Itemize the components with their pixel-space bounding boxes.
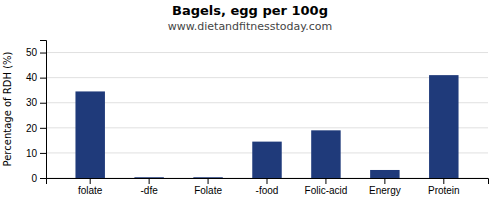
- chart-container: Bagels, egg per 100g www.dietandfitnessto…: [0, 0, 500, 200]
- x-tick: -dfe: [141, 178, 159, 196]
- y-tick: 10: [26, 148, 46, 159]
- x-tick: Folate: [194, 178, 222, 196]
- y-tick-label: 30: [26, 97, 38, 108]
- y-tick-mark: [40, 178, 46, 179]
- y-tick-mark: [40, 53, 46, 54]
- bars: [75, 75, 458, 178]
- x-tick-mark: [149, 178, 150, 184]
- y-tick-mark: [40, 153, 46, 154]
- y-tick-label: 0: [31, 173, 37, 184]
- y-axis-line: [40, 41, 47, 179]
- x-tick-mark: [267, 178, 268, 184]
- x-tick-label: Folic-acid: [305, 185, 348, 196]
- x-tick-label: Folate: [194, 185, 222, 196]
- x-tick-mark: [90, 178, 91, 184]
- y-tick: 50: [26, 47, 46, 58]
- x-axis-line: [47, 179, 489, 185]
- x-tick-label: Protein: [428, 185, 460, 196]
- grid-line: [46, 102, 488, 103]
- x-tick-label: -food: [256, 185, 279, 196]
- bar: [193, 177, 222, 178]
- y-tick-mark: [40, 128, 46, 129]
- y-axis-title: Percentage of RDH (%): [2, 51, 13, 166]
- y-tick: 30: [26, 97, 46, 108]
- bar: [75, 91, 104, 178]
- y-tick-mark: [40, 78, 46, 79]
- x-tick-mark: [325, 178, 326, 184]
- x-tick: Protein: [428, 178, 460, 196]
- chart-svg: Bagels, egg per 100g www.dietandfitnessto…: [0, 0, 500, 200]
- x-tick-mark: [384, 178, 385, 184]
- y-axis: 0 10 20 30 40 50: [26, 41, 47, 184]
- grid-line: [46, 77, 488, 78]
- y-tick-mark: [40, 103, 46, 104]
- bar: [370, 170, 399, 178]
- title: Bagels, egg per 100g: [172, 3, 328, 18]
- y-tick-label: 50: [26, 47, 38, 58]
- x-tick-mark: [443, 178, 444, 184]
- plot-area: 0 10 20 30 40 50 folate -dfe Folate -food Folic-ac…: [26, 41, 489, 197]
- x-tick-mark: [208, 178, 209, 184]
- x-axis: folate -dfe Folate -food Folic-acid Energy Pro…: [47, 178, 489, 196]
- x-tick-label: folate: [78, 185, 103, 196]
- y-tick: 20: [26, 123, 46, 134]
- subtitle: www.dietandfitnesstoday.com: [168, 20, 332, 33]
- bar: [311, 130, 340, 178]
- x-tick: folate: [78, 178, 103, 196]
- y-tick-label: 20: [26, 123, 38, 134]
- x-tick: Folic-acid: [305, 178, 348, 196]
- bar: [429, 75, 458, 178]
- bar: [252, 142, 281, 178]
- x-tick: Energy: [369, 178, 401, 196]
- y-tick: 0: [31, 173, 46, 184]
- x-tick-label: -dfe: [141, 185, 159, 196]
- y-tick-label: 10: [26, 148, 38, 159]
- x-tick: -food: [256, 178, 279, 196]
- bar: [134, 177, 163, 178]
- grid-line: [46, 52, 488, 53]
- x-tick-label: Energy: [369, 185, 401, 196]
- grid: [46, 53, 488, 178]
- y-tick: 40: [26, 72, 46, 83]
- y-tick-label: 40: [26, 72, 38, 83]
- grid-line: [46, 127, 488, 128]
